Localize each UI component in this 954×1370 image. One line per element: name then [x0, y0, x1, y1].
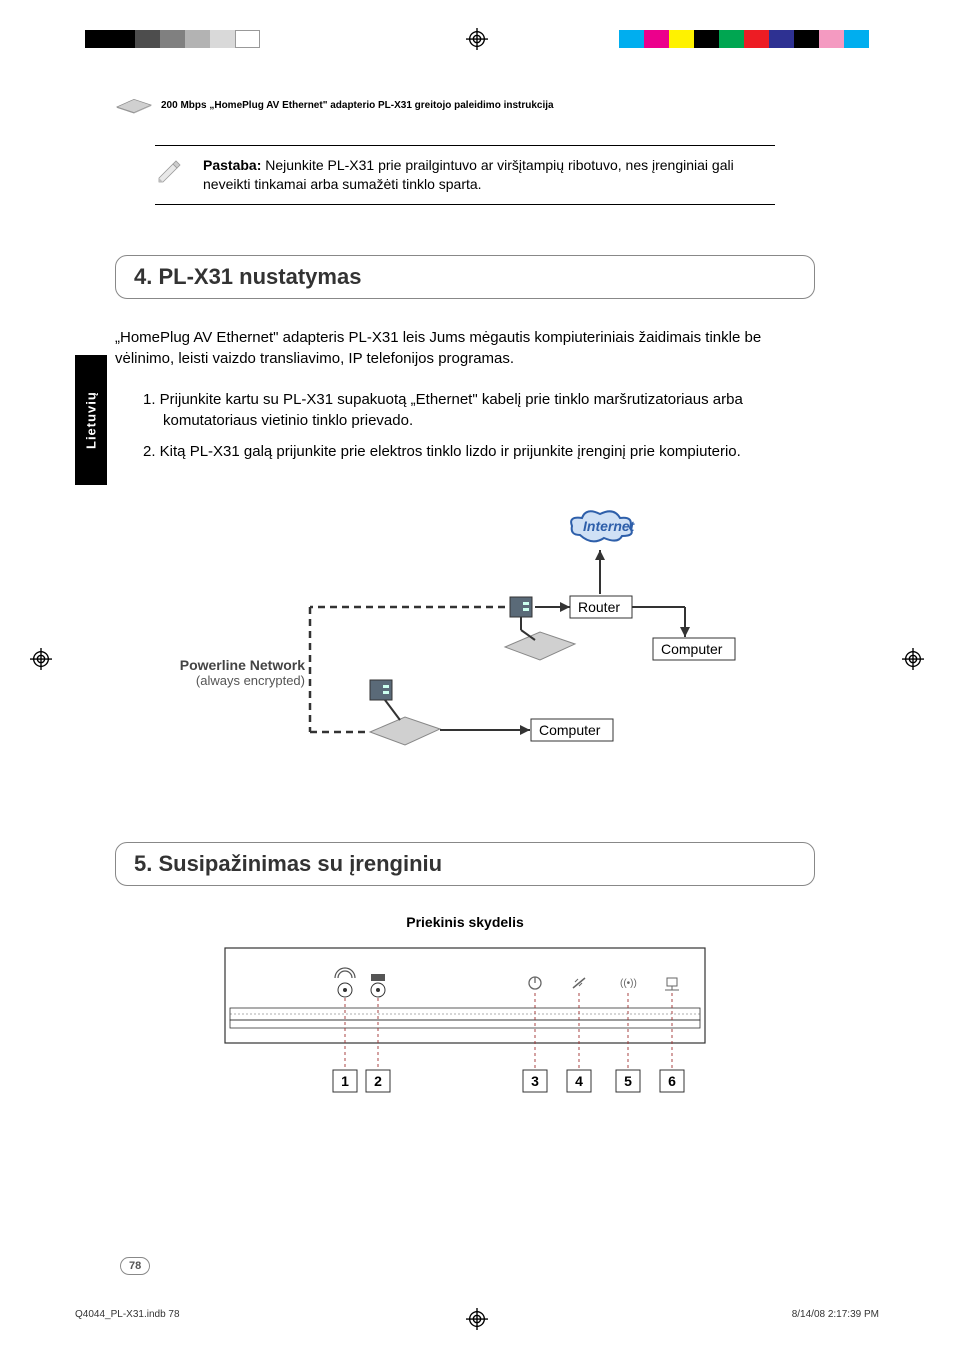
registration-mark-top: [466, 28, 488, 50]
diagram-computer-label-2: Computer: [539, 722, 600, 738]
adapter-icon: [115, 95, 153, 115]
callout-5: 5: [624, 1073, 632, 1089]
print-swatches-left: [85, 30, 260, 48]
diagram-router-label: Router: [578, 599, 620, 615]
note-label: Pastaba:: [203, 157, 261, 173]
note-text: Nejunkite PL-X31 prie prailgintuvo ar vi…: [203, 157, 734, 192]
callout-2: 2: [374, 1073, 382, 1089]
section-4-intro: „HomePlug AV Ethernet" adapteris PL-X31 …: [115, 327, 815, 369]
callout-6: 6: [668, 1073, 676, 1089]
diagram-powerline-label: Powerline Network (always encrypted): [165, 657, 305, 688]
callout-1: 1: [341, 1073, 349, 1089]
svg-text:((•)): ((•)): [620, 978, 637, 989]
page-header: 200 Mbps „HomePlug AV Ethernet" adapteri…: [115, 95, 815, 115]
callout-3: 3: [531, 1073, 539, 1089]
pencil-icon: [155, 158, 183, 186]
network-diagram: Internet Router Computer Computer Powerl…: [175, 502, 755, 782]
section-4-heading: 4. PL-X31 nustatymas: [115, 255, 815, 299]
front-panel-diagram: ((•)) 1 2 3 4 5 6: [215, 938, 715, 1108]
diagram-computer-label-1: Computer: [661, 641, 722, 657]
callout-4: 4: [575, 1073, 583, 1089]
front-panel-title: Priekinis skydelis: [115, 914, 815, 930]
footer-file-ref: Q4044_PL-X31.indb 78: [75, 1309, 180, 1320]
step-1: 1. Prijunkite kartu su PL-X31 supakuotą …: [143, 389, 815, 431]
language-tab: Lietuvių: [75, 355, 107, 485]
header-title: 200 Mbps „HomePlug AV Ethernet" adapteri…: [161, 100, 554, 111]
footer-timestamp: 8/14/08 2:17:39 PM: [792, 1309, 879, 1320]
registration-mark-bottom: [466, 1308, 488, 1330]
note-box: Pastaba: Nejunkite PL-X31 prie prailgint…: [155, 145, 775, 205]
page-number: 78: [120, 1257, 150, 1275]
setup-steps: 1. Prijunkite kartu su PL-X31 supakuotą …: [115, 389, 815, 462]
section-5-heading: 5. Susipažinimas su įrenginiu: [115, 842, 815, 886]
registration-mark-right: [902, 648, 924, 670]
step-2: 2. Kitą PL-X31 galą prijunkite prie elek…: [143, 441, 815, 462]
print-swatches-right: [619, 30, 869, 48]
registration-mark-left: [30, 648, 52, 670]
diagram-internet-label: Internet: [583, 518, 634, 534]
